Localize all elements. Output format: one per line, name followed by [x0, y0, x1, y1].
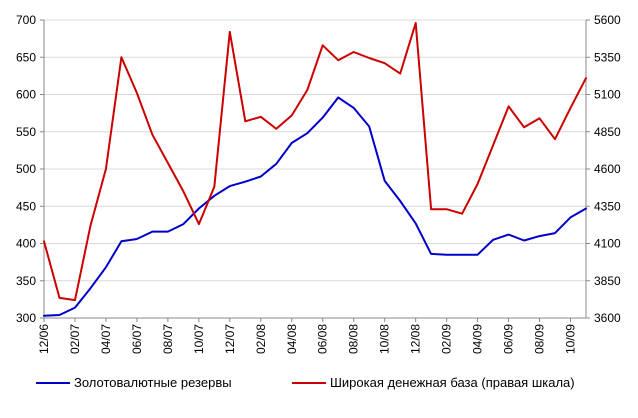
series-lines	[43, 22, 587, 317]
x-axis-tick-label: 10/07	[192, 324, 206, 354]
right-axis-tick-label: 5100	[594, 88, 621, 102]
legend-label: Широкая денежная база (правая шкала)	[330, 375, 575, 390]
right-axis-tick-label: 4100	[594, 237, 621, 251]
x-axis-tick-label: 10/08	[378, 324, 392, 354]
gridlines	[44, 19, 586, 319]
x-axis-tick-label: 02/07	[68, 324, 82, 354]
x-axis-tick-label: 06/07	[130, 324, 144, 354]
left-axis-tick-label: 700	[16, 13, 36, 27]
right-axis-tick-labels: 3600 3850 4100 4350 4600 4850 5100 5350 5600	[594, 13, 621, 325]
x-axis-tick-label: 08/08	[347, 324, 361, 354]
x-axis-tick-label: 12/06	[37, 324, 51, 354]
right-axis-tick-label: 5350	[594, 50, 621, 64]
right-axis-tick-label: 4600	[594, 162, 621, 176]
x-axis-tick-label: 08/09	[533, 324, 547, 354]
x-axis-tick-label: 04/09	[471, 324, 485, 354]
x-axis-tick-labels: 12/06 02/07 04/07 06/07 08/07 10/07 12/07 02/08…	[37, 324, 578, 354]
left-axis-tick-label: 400	[16, 237, 36, 251]
x-axis-tick-label: 12/07	[223, 324, 237, 354]
right-axis-tick-label: 3600	[594, 311, 621, 325]
left-axis-tick-labels: 300 350 400 450 500 550 600 650 700	[16, 13, 36, 325]
legend-label: Золотовалютные резервы	[74, 375, 232, 390]
series-line-2	[43, 22, 587, 302]
x-axis-tick-label: 06/08	[316, 324, 330, 354]
x-axis-tick-label: 06/09	[502, 324, 516, 354]
x-axis-tick-label: 12/08	[409, 324, 423, 354]
x-axis-tick-label: 02/08	[254, 324, 268, 354]
x-axis-tick-label: 08/07	[161, 324, 175, 354]
left-axis-tick-label: 550	[16, 125, 36, 139]
x-axis-tick-label: 04/08	[285, 324, 299, 354]
left-axis-tick-label: 500	[16, 162, 36, 176]
right-axis-tick-label: 4350	[594, 199, 621, 213]
left-axis-tick-label: 300	[16, 311, 36, 325]
left-axis-tick-label: 650	[16, 50, 36, 64]
left-axis-tick-label: 450	[16, 199, 36, 213]
right-axis-tick-label: 4850	[594, 125, 621, 139]
left-axis-tick-label: 350	[16, 274, 36, 288]
series-line-1	[43, 96, 587, 317]
x-axis-tick-label: 04/07	[99, 324, 113, 354]
right-axis-tick-label: 3850	[594, 274, 621, 288]
x-axis-tick-label: 02/09	[440, 324, 454, 354]
right-axis-tick-label: 5600	[594, 13, 621, 27]
axes	[40, 19, 590, 322]
legend: Золотовалютные резервы Широкая денежная б…	[36, 375, 575, 390]
x-axis-tick-label: 10/09	[564, 324, 578, 354]
left-axis-tick-label: 600	[16, 88, 36, 102]
